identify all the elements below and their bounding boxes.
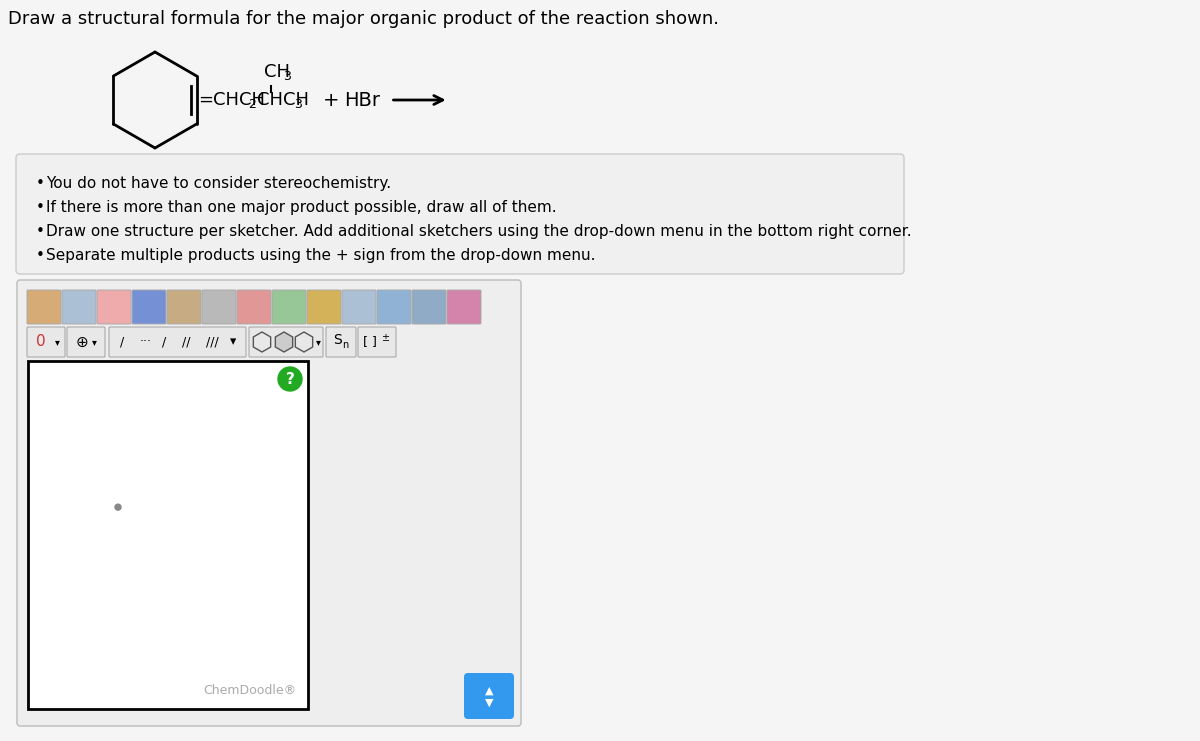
Text: CH: CH <box>264 63 289 81</box>
Text: •: • <box>36 248 44 263</box>
FancyBboxPatch shape <box>412 290 446 324</box>
Circle shape <box>278 367 302 391</box>
Text: •: • <box>36 176 44 191</box>
FancyBboxPatch shape <box>132 290 166 324</box>
Text: Draw one structure per sketcher. Add additional sketchers using the drop-down me: Draw one structure per sketcher. Add add… <box>46 224 912 239</box>
Text: ▾: ▾ <box>316 337 320 347</box>
Text: 2: 2 <box>248 99 257 111</box>
Text: 3: 3 <box>294 99 302 111</box>
Text: 3: 3 <box>283 70 292 84</box>
FancyBboxPatch shape <box>250 327 323 357</box>
Text: ▾: ▾ <box>230 336 236 348</box>
FancyBboxPatch shape <box>109 327 246 357</box>
FancyBboxPatch shape <box>238 290 271 324</box>
Text: ⊕: ⊕ <box>76 334 89 350</box>
FancyBboxPatch shape <box>272 290 306 324</box>
Text: HBr: HBr <box>344 90 380 110</box>
Text: CHCH: CHCH <box>257 91 308 109</box>
Text: ▲: ▲ <box>485 686 493 696</box>
FancyBboxPatch shape <box>358 327 396 357</box>
Text: ?: ? <box>286 371 294 387</box>
Text: [ ]: [ ] <box>364 336 377 348</box>
Text: =CHCH: =CHCH <box>198 91 265 109</box>
FancyBboxPatch shape <box>28 361 308 709</box>
Text: •: • <box>36 200 44 215</box>
FancyBboxPatch shape <box>28 327 65 357</box>
Text: If there is more than one major product possible, draw all of them.: If there is more than one major product … <box>46 200 557 215</box>
Text: ▾: ▾ <box>92 337 97 347</box>
Text: ···: ··· <box>140 336 152 348</box>
FancyBboxPatch shape <box>342 290 376 324</box>
FancyBboxPatch shape <box>202 290 236 324</box>
Text: S: S <box>334 333 342 347</box>
FancyBboxPatch shape <box>17 280 521 726</box>
FancyBboxPatch shape <box>67 327 106 357</box>
FancyBboxPatch shape <box>62 290 96 324</box>
FancyBboxPatch shape <box>307 290 341 324</box>
Text: Draw a structural formula for the major organic product of the reaction shown.: Draw a structural formula for the major … <box>8 10 719 28</box>
Circle shape <box>115 504 121 510</box>
FancyBboxPatch shape <box>326 327 356 357</box>
Text: +: + <box>323 90 340 110</box>
Text: ▾: ▾ <box>55 337 60 347</box>
FancyBboxPatch shape <box>446 290 481 324</box>
FancyBboxPatch shape <box>464 673 514 719</box>
Text: ChemDoodle®: ChemDoodle® <box>203 684 296 697</box>
FancyBboxPatch shape <box>167 290 202 324</box>
Text: n: n <box>342 340 348 350</box>
Text: 0: 0 <box>36 334 46 350</box>
Text: /: / <box>120 336 125 348</box>
FancyBboxPatch shape <box>377 290 410 324</box>
Text: //: // <box>182 336 191 348</box>
Text: You do not have to consider stereochemistry.: You do not have to consider stereochemis… <box>46 176 391 191</box>
FancyBboxPatch shape <box>16 154 904 274</box>
Text: ///: /// <box>206 336 218 348</box>
Polygon shape <box>275 332 293 352</box>
Text: Separate multiple products using the + sign from the drop-down menu.: Separate multiple products using the + s… <box>46 248 595 263</box>
FancyBboxPatch shape <box>28 290 61 324</box>
Text: /: / <box>162 336 167 348</box>
Text: •: • <box>36 224 44 239</box>
Text: ▼: ▼ <box>485 698 493 708</box>
FancyBboxPatch shape <box>97 290 131 324</box>
Text: ±: ± <box>382 333 389 343</box>
